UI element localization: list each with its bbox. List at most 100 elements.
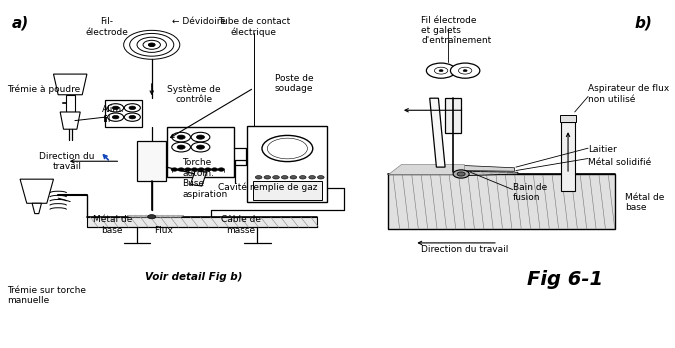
- Text: Direction du travail: Direction du travail: [421, 245, 508, 254]
- Bar: [247, 126, 327, 201]
- Text: Direction du
travail: Direction du travail: [39, 152, 94, 171]
- Text: Métal de
base: Métal de base: [92, 215, 132, 235]
- Bar: [105, 100, 142, 127]
- Circle shape: [308, 176, 315, 179]
- Polygon shape: [430, 98, 445, 167]
- Circle shape: [124, 113, 140, 121]
- Circle shape: [148, 43, 155, 47]
- Circle shape: [218, 168, 225, 171]
- Text: Torche
autom.
Buse
aspiration: Torche autom. Buse aspiration: [182, 158, 227, 199]
- Text: Cavité remplie de gaz: Cavité remplie de gaz: [217, 183, 317, 192]
- Circle shape: [177, 145, 185, 149]
- Polygon shape: [190, 171, 207, 186]
- Text: Fil électrode
et galets
d'entraînement: Fil électrode et galets d'entraînement: [421, 16, 491, 45]
- Circle shape: [129, 215, 132, 216]
- Circle shape: [129, 106, 136, 110]
- Circle shape: [281, 176, 288, 179]
- Circle shape: [143, 40, 161, 49]
- Circle shape: [196, 145, 205, 149]
- Circle shape: [184, 168, 191, 171]
- Polygon shape: [87, 217, 317, 227]
- Text: Flux: Flux: [155, 226, 173, 235]
- Circle shape: [134, 215, 137, 216]
- Text: Aspirateur de flux
non utilisé: Aspirateur de flux non utilisé: [588, 85, 670, 104]
- Circle shape: [191, 168, 198, 171]
- Circle shape: [137, 37, 167, 53]
- Circle shape: [167, 215, 169, 216]
- Circle shape: [196, 135, 205, 139]
- Circle shape: [171, 142, 190, 152]
- Circle shape: [171, 216, 174, 217]
- Circle shape: [274, 142, 301, 156]
- Text: Métal de
base: Métal de base: [625, 193, 664, 212]
- Circle shape: [450, 63, 480, 78]
- Circle shape: [317, 176, 324, 179]
- Circle shape: [457, 172, 465, 176]
- Text: b): b): [635, 16, 653, 31]
- Circle shape: [156, 215, 159, 216]
- Circle shape: [129, 116, 136, 119]
- Bar: [445, 98, 461, 133]
- Circle shape: [282, 146, 293, 151]
- Polygon shape: [127, 215, 184, 217]
- Circle shape: [134, 216, 137, 217]
- Text: Métal solidifié: Métal solidifié: [588, 158, 651, 167]
- Text: Laitier: Laitier: [588, 145, 617, 154]
- Polygon shape: [387, 174, 615, 229]
- Circle shape: [151, 215, 153, 216]
- Text: Tube de contact
électrique: Tube de contact électrique: [218, 17, 290, 37]
- Circle shape: [177, 216, 180, 217]
- Circle shape: [264, 176, 271, 179]
- Text: Fig 6-1: Fig 6-1: [526, 270, 603, 290]
- Circle shape: [427, 63, 456, 78]
- Circle shape: [273, 176, 279, 179]
- Circle shape: [148, 43, 155, 47]
- Polygon shape: [20, 179, 53, 203]
- Circle shape: [191, 132, 210, 142]
- Circle shape: [171, 132, 190, 142]
- Circle shape: [167, 216, 169, 217]
- Circle shape: [198, 168, 205, 171]
- Circle shape: [262, 135, 313, 161]
- Text: Trémie sur torche
manuelle: Trémie sur torche manuelle: [7, 286, 86, 305]
- Circle shape: [148, 215, 156, 219]
- Circle shape: [151, 216, 153, 217]
- Polygon shape: [461, 171, 518, 176]
- Text: Fil-
électrode: Fil- électrode: [86, 17, 128, 37]
- Circle shape: [453, 170, 469, 178]
- Bar: [562, 122, 574, 191]
- Text: ← Dévidoire: ← Dévidoire: [171, 17, 225, 26]
- Circle shape: [458, 67, 472, 74]
- Circle shape: [130, 33, 173, 56]
- Text: a): a): [11, 16, 28, 31]
- Circle shape: [191, 142, 210, 152]
- Circle shape: [107, 104, 124, 112]
- Circle shape: [211, 168, 218, 171]
- Circle shape: [107, 113, 124, 121]
- Circle shape: [177, 135, 185, 139]
- Circle shape: [112, 106, 119, 110]
- Circle shape: [129, 216, 132, 217]
- Text: Câble de
masse: Câble de masse: [221, 215, 261, 235]
- Circle shape: [145, 215, 148, 216]
- Circle shape: [300, 176, 306, 179]
- Circle shape: [290, 176, 297, 179]
- Circle shape: [255, 176, 262, 179]
- Polygon shape: [32, 203, 41, 214]
- Circle shape: [177, 215, 180, 216]
- Circle shape: [140, 215, 142, 216]
- Polygon shape: [53, 74, 87, 95]
- Circle shape: [178, 168, 184, 171]
- Text: Poste de
soudage: Poste de soudage: [275, 74, 313, 94]
- Text: Trémie à poudre: Trémie à poudre: [7, 85, 80, 94]
- Circle shape: [156, 216, 159, 217]
- Circle shape: [140, 216, 142, 217]
- Bar: [167, 127, 234, 177]
- Circle shape: [205, 168, 211, 171]
- Circle shape: [161, 215, 164, 216]
- Circle shape: [124, 104, 140, 112]
- Circle shape: [145, 216, 148, 217]
- Polygon shape: [65, 95, 75, 112]
- Polygon shape: [387, 164, 464, 174]
- Bar: [252, 181, 322, 200]
